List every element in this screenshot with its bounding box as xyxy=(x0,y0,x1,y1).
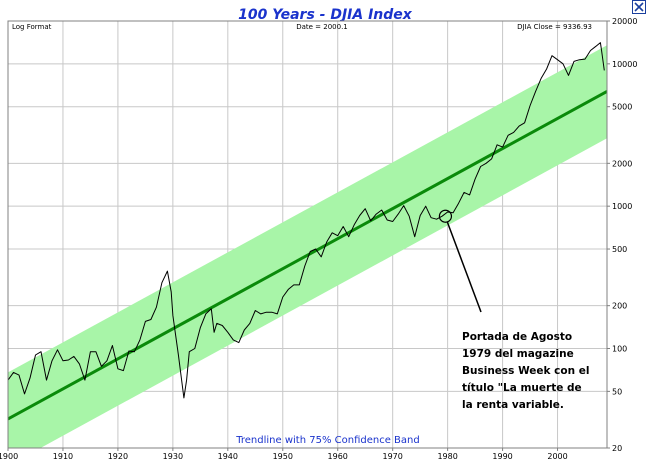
x-axis: 1900 1910 1920 1930 1940 1950 1960 1970 1980 1990… xyxy=(0,448,568,461)
trendline xyxy=(8,90,607,421)
annotation-marker-circle xyxy=(438,209,453,223)
y-tick-label: 10000 xyxy=(612,60,637,69)
y-tick-label: 200 xyxy=(612,302,627,311)
annotation-line-5: la renta variable. xyxy=(462,399,564,411)
y-tick-label: 50 xyxy=(612,387,622,396)
x-tick-label: 1980 xyxy=(437,452,457,461)
annotation-pointer-line xyxy=(446,221,482,313)
x-tick-label: 1900 xyxy=(0,452,18,461)
x-tick-label: 1990 xyxy=(492,452,512,461)
confidence-band-layer xyxy=(8,45,607,448)
djia-price-line xyxy=(8,42,605,399)
plot-area xyxy=(7,20,608,449)
annotation-line-3: Business Week con el xyxy=(462,365,589,377)
log-format-label: Log Format xyxy=(12,23,52,31)
date-readout: Date = 2000.1 xyxy=(296,23,348,31)
x-tick-label: 1950 xyxy=(273,452,293,461)
chart-title: 100 Years - DJIA Index xyxy=(238,7,413,23)
x-tick-label: 1930 xyxy=(163,452,183,461)
x-tick-label: 1970 xyxy=(382,452,402,461)
x-tick-label: 1960 xyxy=(328,452,348,461)
plot-frame xyxy=(7,20,608,449)
y-tick-label: 500 xyxy=(612,245,627,254)
annotation-text: Portada de Agosto 1979 del magazine Busi… xyxy=(462,331,589,411)
y-tick-label: 100 xyxy=(612,345,627,354)
confidence-band xyxy=(8,45,607,448)
y-axis: 20 50 100 200 500 1000 2000 5000 10000 20000 xyxy=(607,17,637,453)
trendline-layer xyxy=(8,90,607,421)
annotation-line-4: título "La muerte de xyxy=(462,382,582,394)
x-tick-label: 2000 xyxy=(547,452,567,461)
x-tick-label: 1920 xyxy=(108,452,128,461)
y-tick-label: 1000 xyxy=(612,202,632,211)
x-tick-label: 1910 xyxy=(53,452,73,461)
x-tick-label: 1940 xyxy=(218,452,238,461)
close-icon xyxy=(634,2,644,12)
trendline-caption: Trendline with 75% Confidence Band xyxy=(235,435,419,446)
y-tick-label: 5000 xyxy=(612,103,632,112)
annotation-line-1: Portada de Agosto xyxy=(462,331,572,343)
annotation: Portada de Agosto 1979 del magazine Busi… xyxy=(438,209,589,411)
y-tick-label: 20 xyxy=(612,444,622,453)
y-tick-label: 20000 xyxy=(612,17,637,26)
annotation-line-2: 1979 del magazine xyxy=(462,348,574,360)
y-tick-label: 2000 xyxy=(612,159,632,168)
close-button[interactable] xyxy=(632,0,646,14)
price-series-layer xyxy=(8,42,605,399)
close-readout: DJIA Close = 9336.93 xyxy=(517,23,592,31)
